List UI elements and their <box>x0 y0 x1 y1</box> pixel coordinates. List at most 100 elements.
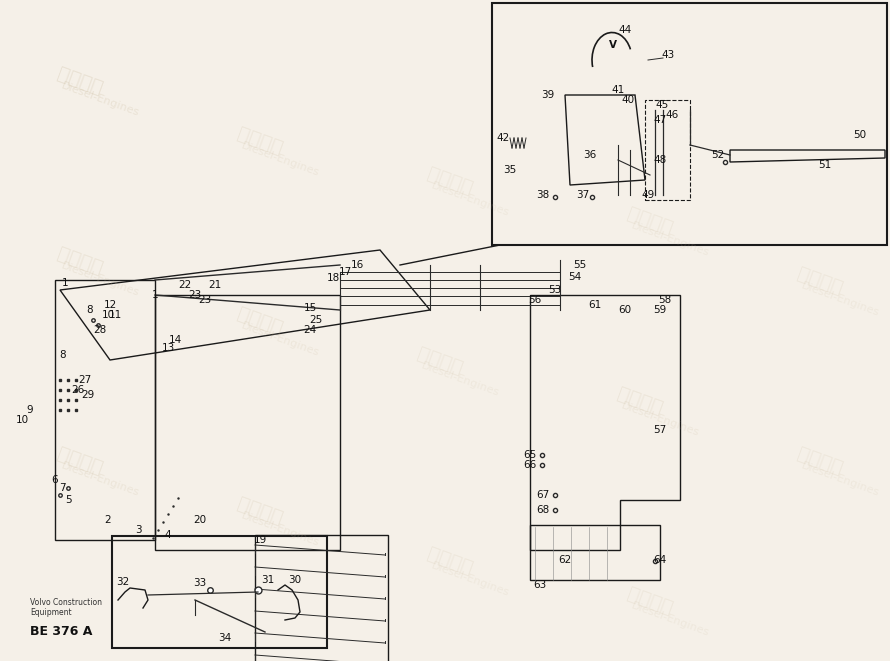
Text: 65: 65 <box>523 450 537 460</box>
Bar <box>530 525 660 580</box>
Text: Diesel-Engines: Diesel-Engines <box>430 180 510 217</box>
Text: Diesel-Engines: Diesel-Engines <box>60 80 141 118</box>
Text: Diesel-Engines: Diesel-Engines <box>799 460 880 498</box>
Text: 13: 13 <box>161 343 174 353</box>
Text: 66: 66 <box>523 460 537 470</box>
Text: 52: 52 <box>711 150 724 160</box>
Text: 55: 55 <box>573 260 587 270</box>
Text: 7: 7 <box>59 483 65 493</box>
Text: 68: 68 <box>537 505 550 515</box>
Text: 紫发动力: 紫发动力 <box>415 344 465 378</box>
Text: 38: 38 <box>537 190 550 200</box>
Text: 67: 67 <box>537 490 550 500</box>
Text: 20: 20 <box>193 515 206 525</box>
Text: 15: 15 <box>303 303 317 313</box>
Text: 紫发动力: 紫发动力 <box>235 494 286 528</box>
Text: 45: 45 <box>655 100 668 110</box>
Bar <box>112 536 327 648</box>
Text: Diesel-Engines: Diesel-Engines <box>239 510 320 548</box>
Text: 35: 35 <box>504 165 516 175</box>
Text: Diesel-Engines: Diesel-Engines <box>799 280 880 318</box>
Text: Diesel-Engines: Diesel-Engines <box>629 220 710 258</box>
Text: Diesel-Engines: Diesel-Engines <box>629 600 710 638</box>
Text: 紫发动力: 紫发动力 <box>235 124 286 158</box>
Text: 50: 50 <box>854 130 867 140</box>
Text: 44: 44 <box>619 25 632 35</box>
Text: 14: 14 <box>168 335 182 345</box>
Bar <box>255 535 388 661</box>
Text: 30: 30 <box>288 575 302 585</box>
Text: 26: 26 <box>71 385 85 395</box>
Text: 61: 61 <box>588 300 602 310</box>
Text: 紫发动力: 紫发动力 <box>625 204 676 238</box>
Text: 31: 31 <box>262 575 275 585</box>
Text: 33: 33 <box>193 578 206 588</box>
Text: 4: 4 <box>165 530 171 540</box>
Text: 23: 23 <box>189 290 202 300</box>
Text: 2: 2 <box>105 515 111 525</box>
Text: 21: 21 <box>208 280 222 290</box>
Text: 32: 32 <box>117 577 130 587</box>
Text: 8: 8 <box>86 305 93 315</box>
Text: Diesel-Engines: Diesel-Engines <box>239 140 320 178</box>
Text: 24: 24 <box>303 325 317 335</box>
Text: 紫发动力: 紫发动力 <box>795 444 845 478</box>
Bar <box>492 3 887 245</box>
Text: 28: 28 <box>93 325 107 335</box>
Text: 紫发动力: 紫发动力 <box>425 164 475 198</box>
Text: 51: 51 <box>819 160 831 170</box>
Text: 23: 23 <box>198 295 212 305</box>
Text: BE 376 A: BE 376 A <box>30 625 93 638</box>
Text: 63: 63 <box>533 580 546 590</box>
Text: 54: 54 <box>569 272 582 282</box>
Text: Diesel-Engines: Diesel-Engines <box>60 260 141 298</box>
Text: 27: 27 <box>78 375 92 385</box>
Text: 37: 37 <box>577 190 590 200</box>
Text: 64: 64 <box>653 555 667 565</box>
Text: Diesel-Engines: Diesel-Engines <box>619 400 700 438</box>
Text: 10: 10 <box>101 310 115 320</box>
Text: 紫发动力: 紫发动力 <box>54 244 105 278</box>
Text: 12: 12 <box>103 300 117 310</box>
Text: 9: 9 <box>27 405 33 415</box>
Text: 18: 18 <box>327 273 340 283</box>
Text: 57: 57 <box>653 425 667 435</box>
Text: 46: 46 <box>666 110 679 120</box>
Text: 5: 5 <box>65 495 71 505</box>
Bar <box>645 100 690 200</box>
Text: 紫发动力: 紫发动力 <box>54 444 105 478</box>
Text: 紫发动力: 紫发动力 <box>425 544 475 578</box>
Text: 39: 39 <box>541 90 554 100</box>
Text: 22: 22 <box>178 280 191 290</box>
Text: 47: 47 <box>653 115 667 125</box>
Text: 58: 58 <box>659 295 672 305</box>
Text: 34: 34 <box>218 633 231 643</box>
Text: 60: 60 <box>619 305 632 315</box>
Text: 19: 19 <box>254 535 267 545</box>
Text: 41: 41 <box>611 85 625 95</box>
Text: Diesel-Engines: Diesel-Engines <box>419 360 500 398</box>
Text: 59: 59 <box>653 305 667 315</box>
Text: 43: 43 <box>661 50 675 60</box>
Text: 17: 17 <box>338 267 352 277</box>
Text: 10: 10 <box>15 415 28 425</box>
Text: 62: 62 <box>558 555 571 565</box>
Text: 8: 8 <box>60 350 67 360</box>
Text: 40: 40 <box>621 95 635 105</box>
Text: 36: 36 <box>583 150 596 160</box>
Text: 紫发动力: 紫发动力 <box>54 64 105 98</box>
Text: 紫发动力: 紫发动力 <box>625 584 676 618</box>
Text: 49: 49 <box>642 190 655 200</box>
Text: 11: 11 <box>109 310 122 320</box>
Text: 紫发动力: 紫发动力 <box>235 304 286 338</box>
Text: 48: 48 <box>653 155 667 165</box>
Text: 6: 6 <box>52 475 59 485</box>
Text: 56: 56 <box>529 295 542 305</box>
Text: Diesel-Engines: Diesel-Engines <box>60 460 141 498</box>
Text: 紫发动力: 紫发动力 <box>795 264 845 298</box>
Text: 53: 53 <box>548 285 562 295</box>
Text: V: V <box>609 40 617 50</box>
Text: 25: 25 <box>310 315 323 325</box>
Text: 16: 16 <box>351 260 364 270</box>
Text: 29: 29 <box>81 390 94 400</box>
